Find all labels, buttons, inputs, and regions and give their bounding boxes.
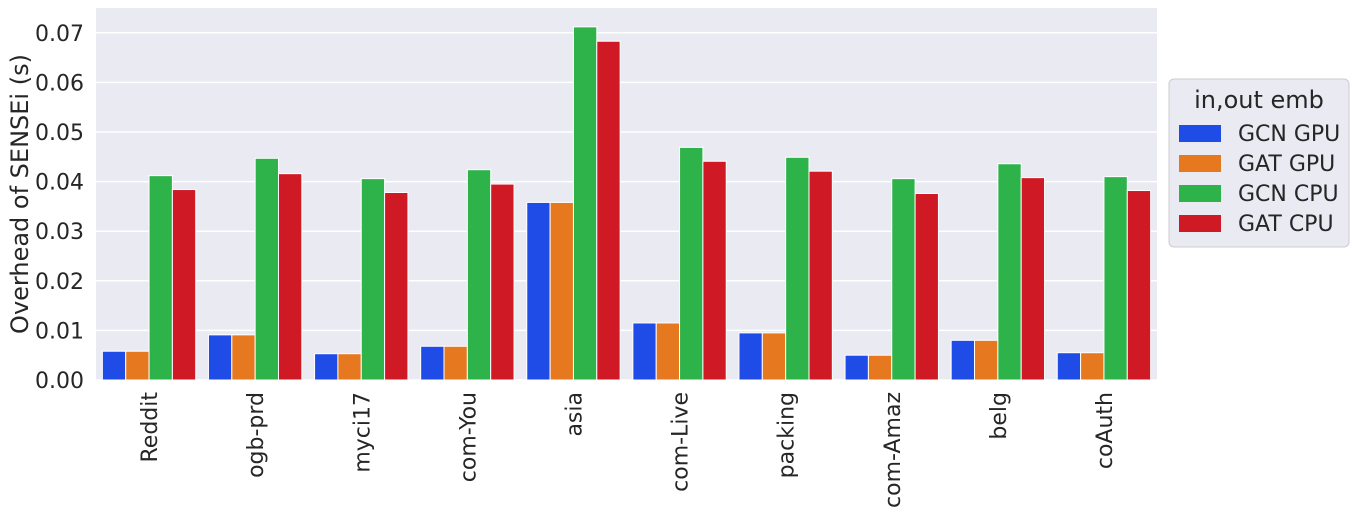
bar: [148, 175, 173, 381]
x-tick-label: com-Amaz: [881, 392, 906, 508]
bar: [572, 26, 598, 381]
y-tick-label: 0.01: [35, 319, 84, 344]
legend-swatch: [1179, 215, 1221, 232]
legend-swatch: [1179, 155, 1221, 172]
bar: [466, 169, 492, 381]
bar: [997, 163, 1022, 381]
bar: [950, 339, 976, 381]
x-tick-label: myci17: [350, 392, 375, 473]
bar: [171, 189, 197, 381]
bar: [761, 332, 787, 381]
y-axis-label: Overhead of SENSEi (s): [6, 54, 34, 334]
legend: in,out emb GCN GPU GAT GPU GCN CPU GAT CPU: [1168, 78, 1350, 248]
y-axis: 0.00 0.01 0.02 0.03 0.04 0.05 0.06 0.07: [35, 22, 84, 394]
bar: [549, 201, 574, 381]
x-tick-label: packing: [775, 392, 800, 478]
bars: [101, 26, 1152, 381]
bar: [914, 193, 939, 381]
x-tick-label: com-You: [456, 392, 481, 482]
bar: [844, 354, 869, 381]
x-tick-label: ogb-prd: [244, 392, 269, 478]
x-tick-label: asia: [562, 392, 587, 437]
bar: [1056, 352, 1082, 381]
bar: [314, 353, 339, 381]
y-tick-label: 0.05: [35, 121, 84, 146]
bar: [974, 339, 999, 381]
x-tick-label: com-Live: [669, 392, 694, 492]
bar: [738, 332, 763, 381]
bar: [384, 192, 409, 381]
y-tick-label: 0.00: [35, 369, 84, 394]
bar: [420, 345, 445, 381]
bar: [785, 156, 810, 381]
legend-label: GAT GPU: [1238, 152, 1335, 177]
bar: [231, 334, 256, 381]
y-tick-label: 0.02: [35, 270, 84, 295]
bar: [443, 345, 468, 381]
x-axis: Reddit ogb-prd myci17 com-You asia com-Live pa…: [138, 392, 1118, 508]
bar: [1103, 176, 1128, 381]
bar: [1080, 352, 1105, 381]
y-tick-label: 0.07: [35, 22, 84, 47]
bar: [526, 201, 551, 381]
bar: [679, 146, 704, 381]
bar: [655, 322, 681, 381]
x-tick-label: coAuth: [1093, 392, 1118, 469]
y-tick-label: 0.06: [35, 71, 84, 96]
bar: [891, 178, 916, 381]
bar: [702, 160, 727, 381]
x-tick-label: Reddit: [138, 392, 163, 463]
bar: [490, 183, 515, 381]
bar: [867, 354, 893, 381]
bar: [101, 350, 127, 381]
bar: [337, 353, 362, 381]
bar: [808, 170, 833, 381]
legend-swatch: [1179, 125, 1221, 142]
bar: [254, 157, 279, 381]
y-tick-label: 0.03: [35, 220, 84, 245]
bar: [632, 322, 657, 381]
legend-label: GCN GPU: [1238, 122, 1340, 147]
bar: [360, 178, 386, 381]
bar: [125, 350, 150, 381]
bar: [596, 40, 621, 381]
legend-title: in,out emb: [1194, 86, 1324, 114]
bar: [207, 334, 233, 381]
legend-label: GAT CPU: [1238, 212, 1334, 237]
bar: [1020, 177, 1046, 381]
legend-swatch: [1179, 185, 1221, 202]
x-tick-label: belg: [987, 392, 1012, 440]
legend-label: GCN CPU: [1238, 182, 1339, 207]
bar: [277, 173, 303, 381]
bar: [1126, 190, 1152, 381]
legend-box: [1168, 78, 1350, 248]
y-tick-label: 0.04: [35, 171, 84, 196]
